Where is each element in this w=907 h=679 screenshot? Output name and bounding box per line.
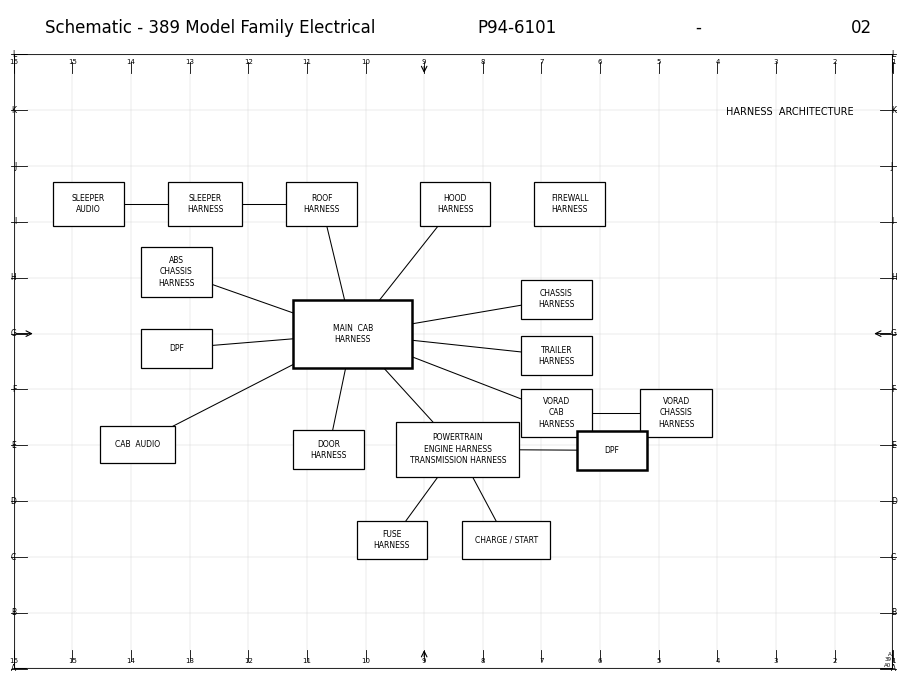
Text: 3: 3: [774, 658, 778, 664]
Text: POWERTRAIN
ENGINE HARNESS
TRANSMISSION HARNESS: POWERTRAIN ENGINE HARNESS TRANSMISSION H…: [410, 433, 506, 465]
Text: C: C: [891, 553, 896, 562]
Text: E: E: [12, 441, 16, 450]
Text: K: K: [891, 106, 896, 115]
Text: 12: 12: [244, 59, 253, 65]
Text: A: A: [891, 664, 896, 674]
Text: J: J: [891, 162, 893, 170]
Text: F: F: [891, 385, 895, 394]
Text: SLEEPER
AUDIO: SLEEPER AUDIO: [72, 194, 105, 215]
Text: 1: 1: [892, 658, 895, 664]
Text: A: A: [11, 664, 16, 674]
Text: DPF: DPF: [169, 344, 184, 353]
Text: G: G: [10, 329, 16, 338]
Bar: [577, 431, 647, 470]
Text: B: B: [891, 608, 896, 617]
Text: 1: 1: [892, 59, 895, 65]
Text: 4: 4: [716, 658, 719, 664]
Text: 14: 14: [126, 59, 135, 65]
Text: 2: 2: [833, 59, 837, 65]
Text: A
39
A0: A 39 A0: [884, 652, 892, 667]
Text: HARNESS  ARCHITECTURE: HARNESS ARCHITECTURE: [727, 107, 853, 117]
Text: P94-6101: P94-6101: [477, 19, 557, 37]
Text: DOOR
HARNESS: DOOR HARNESS: [310, 439, 346, 460]
Text: FIREWALL
HARNESS: FIREWALL HARNESS: [551, 194, 589, 215]
Text: 6: 6: [598, 59, 602, 65]
Text: J: J: [14, 162, 16, 170]
Text: SLEEPER
HARNESS: SLEEPER HARNESS: [187, 194, 223, 215]
Text: B: B: [11, 608, 16, 617]
Text: 12: 12: [244, 658, 253, 664]
Text: 14: 14: [126, 658, 135, 664]
Text: DPF: DPF: [604, 446, 619, 455]
Text: K: K: [11, 106, 16, 115]
Text: VORAD
CHASSIS
HARNESS: VORAD CHASSIS HARNESS: [658, 397, 694, 428]
Text: 9: 9: [422, 658, 426, 664]
Bar: [522, 388, 591, 437]
Text: 4: 4: [716, 59, 719, 65]
Text: 13: 13: [185, 658, 194, 664]
Text: F: F: [12, 385, 16, 394]
Text: 7: 7: [540, 59, 543, 65]
Text: E: E: [891, 441, 895, 450]
Text: TRAILER
HARNESS: TRAILER HARNESS: [538, 346, 575, 366]
Text: 15: 15: [68, 59, 77, 65]
Bar: [522, 336, 591, 375]
Bar: [356, 521, 427, 559]
Text: CHARGE / START: CHARGE / START: [474, 536, 538, 545]
Text: FUSE
HARNESS: FUSE HARNESS: [374, 530, 410, 550]
Text: 16: 16: [9, 658, 18, 664]
Text: 11: 11: [302, 59, 311, 65]
Bar: [287, 182, 356, 226]
Text: 10: 10: [361, 59, 370, 65]
Text: 5: 5: [657, 59, 661, 65]
Text: HOOD
HARNESS: HOOD HARNESS: [437, 194, 473, 215]
Text: Schematic - 389 Model Family Electrical: Schematic - 389 Model Family Electrical: [45, 19, 375, 37]
Bar: [463, 521, 551, 559]
Text: CHASSIS
HARNESS: CHASSIS HARNESS: [538, 289, 575, 310]
Text: 7: 7: [540, 658, 543, 664]
Text: L: L: [12, 50, 16, 59]
Text: VORAD
CAB
HARNESS: VORAD CAB HARNESS: [538, 397, 575, 428]
Bar: [100, 426, 175, 463]
Text: 6: 6: [598, 658, 602, 664]
Bar: [522, 280, 591, 318]
Bar: [54, 182, 123, 226]
Text: 15: 15: [68, 658, 77, 664]
Text: 8: 8: [481, 658, 485, 664]
Text: 9: 9: [422, 59, 426, 65]
Bar: [640, 388, 712, 437]
Text: 11: 11: [302, 658, 311, 664]
Text: 13: 13: [185, 59, 194, 65]
Text: 3: 3: [774, 59, 778, 65]
Text: 8: 8: [481, 59, 485, 65]
Text: I: I: [891, 217, 893, 226]
Text: L: L: [891, 50, 895, 59]
Text: H: H: [11, 273, 16, 282]
Text: ROOF
HARNESS: ROOF HARNESS: [303, 194, 340, 215]
Text: D: D: [891, 497, 897, 506]
Text: 10: 10: [361, 658, 370, 664]
Bar: [141, 329, 211, 368]
Text: 16: 16: [9, 59, 18, 65]
Text: G: G: [891, 329, 897, 338]
Bar: [420, 182, 491, 226]
Text: I: I: [14, 217, 16, 226]
Text: CAB  AUDIO: CAB AUDIO: [114, 440, 160, 449]
Bar: [534, 182, 605, 226]
Bar: [141, 246, 211, 297]
Text: 02: 02: [851, 19, 873, 37]
Text: ABS
CHASSIS
HARNESS: ABS CHASSIS HARNESS: [158, 256, 195, 288]
Text: H: H: [891, 273, 896, 282]
Text: D: D: [10, 497, 16, 506]
Text: -: -: [696, 19, 701, 37]
Bar: [168, 182, 242, 226]
Text: 5: 5: [657, 658, 661, 664]
Text: C: C: [11, 553, 16, 562]
Text: 2: 2: [833, 658, 837, 664]
Bar: [396, 422, 520, 477]
Text: MAIN  CAB
HARNESS: MAIN CAB HARNESS: [333, 324, 373, 344]
Bar: [293, 300, 412, 368]
Bar: [293, 430, 364, 469]
